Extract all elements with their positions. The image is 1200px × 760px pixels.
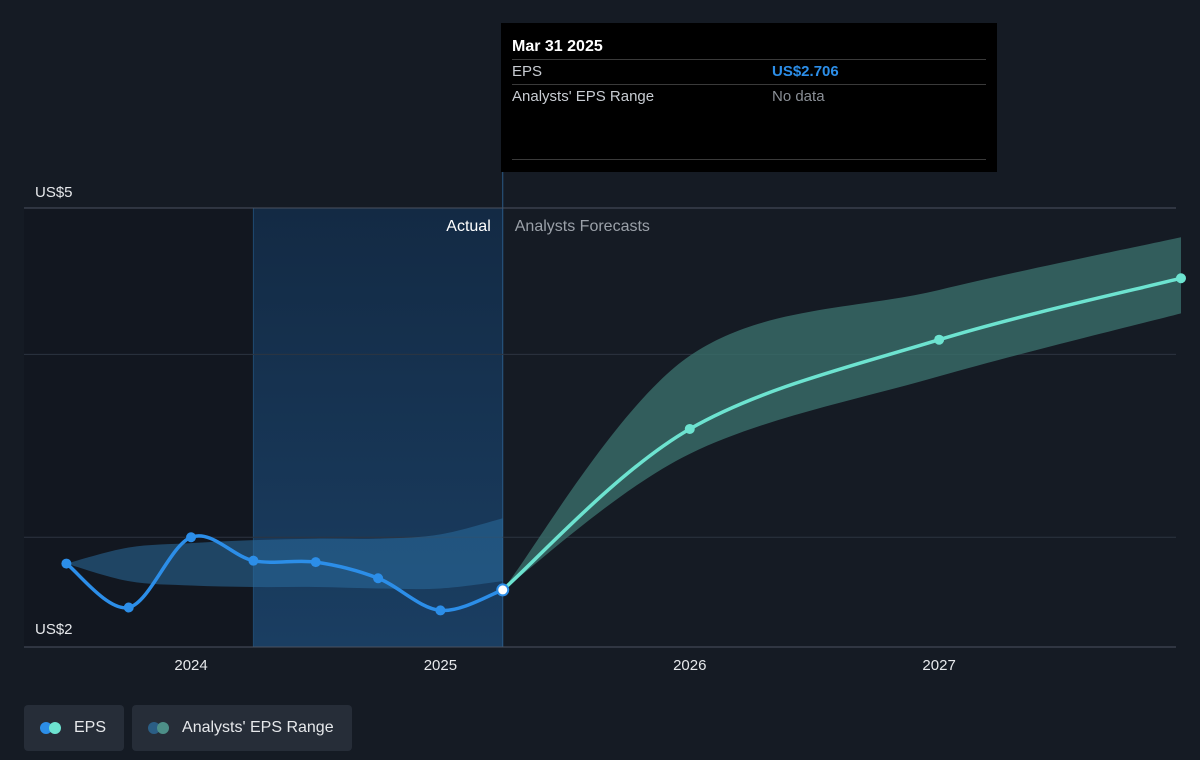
tooltip: Mar 31 2025 EPS US$2.706 Analysts' EPS R… [501,23,997,172]
eps-forecast-point [934,334,945,345]
eps-point-selected [496,583,510,597]
tooltip-divider [512,159,986,160]
forecast-region-label: Analysts Forecasts [515,218,650,235]
legend-item-range[interactable]: Analysts' EPS Range [132,705,352,751]
legend-item-eps[interactable]: EPS [24,705,125,751]
tooltip-range-value: No data [772,88,825,105]
range-legend-icon [148,722,172,734]
tooltip-eps-label: EPS [512,63,543,80]
y-tick-label: US$2 [35,621,73,638]
x-tick-label: 2025 [424,657,457,674]
tooltip-range-label: Analysts' EPS Range [512,88,655,105]
tooltip-eps-value: US$2.706 [772,63,839,80]
legend-dot-forecast [49,722,61,734]
eps-range-forecast [502,237,1181,590]
x-tick-label: 2027 [922,657,955,674]
eps-legend-icon [40,722,64,734]
eps-point [186,532,197,543]
y-tick-label: US$5 [35,184,73,201]
eps-point [248,555,259,566]
legend: EPS Analysts' EPS Range [24,705,352,751]
x-tick-label: 2024 [174,657,207,674]
x-tick-label: 2026 [673,657,706,674]
legend-dot-range-forecast [157,722,170,734]
legend-label-range: Analysts' EPS Range [182,719,334,736]
tooltip-row-eps: EPS US$2.706 [512,59,986,84]
eps-point [435,605,446,616]
eps-point [61,558,72,569]
eps-point [310,557,321,568]
tooltip-row-range: Analysts' EPS Range No data [512,84,986,109]
eps-forecast-point [1175,273,1186,284]
tooltip-date: Mar 31 2025 [512,38,603,55]
legend-label-eps: EPS [74,719,107,736]
eps-forecast-point [684,423,695,434]
eps-point [123,602,134,613]
actual-region-label: Actual [446,218,490,235]
eps-range-actual [66,518,503,590]
eps-point [373,573,384,584]
eps-forecast-line [501,276,1182,592]
eps-chart: US$5 US$2 2024 2025 2026 2027 Actual Analysts F… [24,170,1186,674]
